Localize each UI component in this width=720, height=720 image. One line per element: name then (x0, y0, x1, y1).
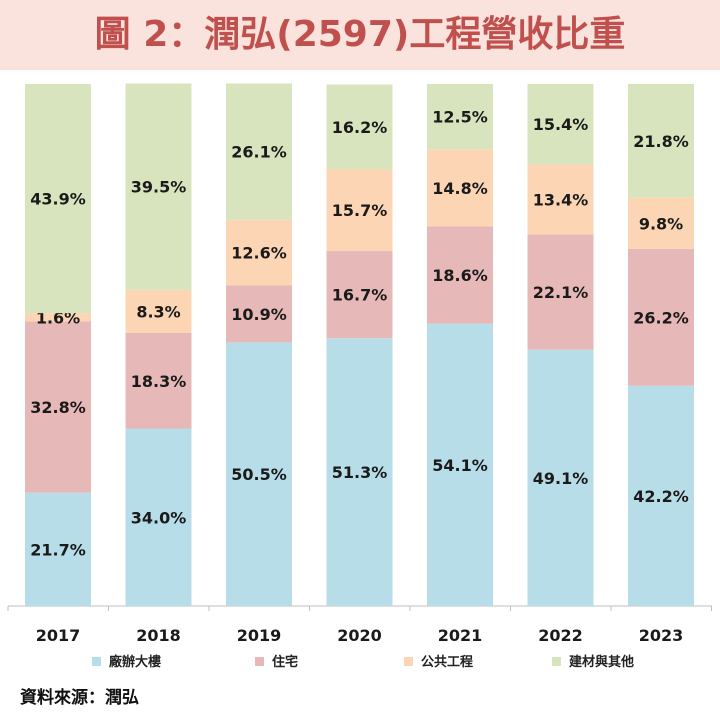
bar-segment-2023-建材與其他 (628, 84, 694, 198)
bar-segment-2021-建材與其他 (427, 84, 493, 150)
legend-swatch (552, 657, 561, 666)
bar-segment-2018-住宅 (125, 332, 192, 429)
x-tick-label: 2019 (237, 626, 282, 645)
x-tick-label: 2022 (538, 626, 583, 645)
data-label: 18.6% (432, 266, 488, 285)
data-label: 16.7% (332, 286, 388, 305)
data-label: 12.5% (432, 108, 488, 127)
x-tick-label: 2018 (136, 626, 181, 645)
data-label: 21.8% (633, 132, 689, 151)
bar-segment-2018-廠辦大樓 (125, 428, 192, 606)
page-title: 圖 2：潤弘(2597)工程營收比重 (94, 14, 626, 55)
legend-item: 住宅 (255, 652, 298, 674)
bar-segment-2021-公共工程 (427, 149, 493, 227)
legend-item: 廠辦大樓 (92, 652, 161, 674)
bar-segment-2018-建材與其他 (125, 83, 192, 290)
data-label: 16.2% (332, 118, 388, 137)
bar-segment-2021-廠辦大樓 (427, 323, 493, 606)
bar-segment-2019-公共工程 (226, 219, 292, 286)
bar-segment-2021-住宅 (427, 226, 493, 324)
data-label: 26.1% (231, 143, 287, 162)
data-label: 8.3% (136, 302, 180, 321)
title-banner (0, 0, 720, 70)
bar-segment-2020-住宅 (326, 251, 393, 339)
data-label: 14.8% (432, 179, 488, 198)
data-label: 26.2% (633, 308, 689, 327)
data-label: 43.9% (30, 190, 86, 209)
bar-segment-2019-建材與其他 (226, 83, 292, 220)
data-label: 13.4% (533, 190, 589, 209)
bar-segment-2020-廠辦大樓 (326, 338, 393, 606)
legend-swatch (92, 657, 101, 666)
data-label: 34.0% (131, 508, 187, 527)
data-label: 12.6% (231, 244, 287, 263)
data-label: 21.7% (30, 540, 86, 559)
stacked-bar-chart: 21.7%32.8%1.6%43.9%201734.0%18.3%8.3%39.… (7, 83, 712, 645)
source-note: 資料來源：潤弘 (20, 688, 139, 708)
data-label: 39.5% (131, 178, 187, 197)
x-tick-label: 2021 (438, 626, 483, 645)
bar-segment-2022-公共工程 (527, 164, 594, 235)
data-label: 9.8% (639, 214, 683, 233)
bar-segment-2019-廠辦大樓 (226, 342, 292, 606)
bar-segment-2019-住宅 (226, 285, 292, 343)
data-label: 10.9% (231, 305, 287, 324)
data-label: 15.7% (332, 201, 388, 220)
legend-label: 公共工程 (421, 655, 474, 670)
data-label: 54.1% (432, 456, 488, 475)
data-label: 22.1% (533, 283, 589, 302)
legend-item: 建材與其他 (552, 652, 634, 674)
bar-segment-2017-公共工程 (25, 313, 91, 322)
data-label: 50.5% (231, 465, 287, 484)
data-label: 32.8% (30, 398, 86, 417)
bar-segment-2017-住宅 (25, 321, 91, 493)
x-tick-label: 2017 (36, 626, 81, 645)
legend-label: 建材與其他 (569, 655, 635, 670)
bar-segment-2020-建材與其他 (326, 84, 393, 170)
chart-legend: 廠辦大樓 住宅 公共工程 建材與其他 (0, 652, 720, 674)
legend-swatch (404, 657, 413, 666)
data-label: 15.4% (533, 115, 589, 134)
bar-segment-2022-廠辦大樓 (527, 349, 594, 606)
bar-segment-2018-公共工程 (125, 289, 192, 333)
bar-segment-2022-建材與其他 (527, 84, 594, 165)
data-label: 42.2% (633, 487, 689, 506)
bar-segment-2023-公共工程 (628, 197, 694, 249)
bar-segment-2023-廠辦大樓 (628, 385, 694, 606)
data-label: 49.1% (533, 469, 589, 488)
x-tick-label: 2023 (639, 626, 684, 645)
legend-label: 住宅 (272, 655, 299, 670)
legend-label: 廠辦大樓 (109, 655, 162, 670)
bar-segment-2017-建材與其他 (25, 84, 91, 314)
bar-segment-2020-公共工程 (326, 169, 393, 252)
bar-segment-2023-住宅 (628, 248, 694, 386)
data-label: 51.3% (332, 463, 388, 482)
data-label: 18.3% (131, 372, 187, 391)
legend-swatch (255, 657, 264, 666)
bar-segment-2022-住宅 (527, 234, 594, 350)
legend-item: 公共工程 (404, 652, 473, 674)
x-tick-label: 2020 (337, 626, 382, 645)
bar-segment-2017-廠辦大樓 (25, 492, 91, 606)
